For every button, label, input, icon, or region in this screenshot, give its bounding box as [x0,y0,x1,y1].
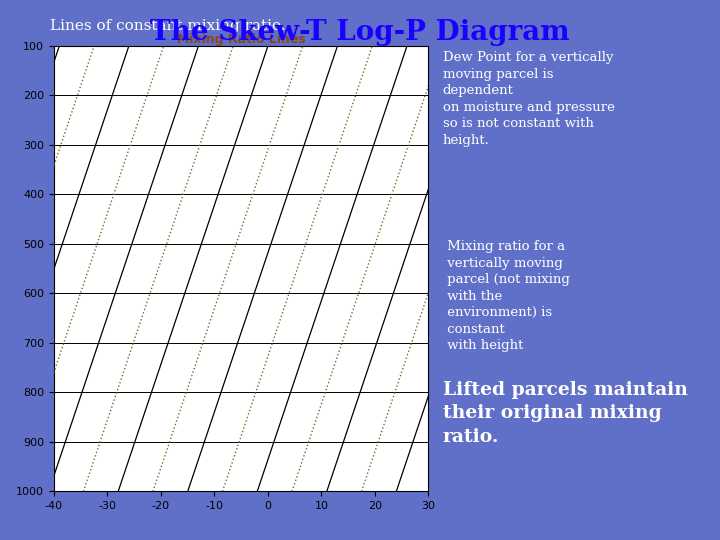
Text: Lines of constant mixing ratio.: Lines of constant mixing ratio. [50,19,286,33]
Text: The Skew-T Log-P Diagram: The Skew-T Log-P Diagram [150,19,570,46]
Text: Lifted parcels maintain
their original mixing
ratio.: Lifted parcels maintain their original m… [443,381,688,446]
Text: Dew Point for a vertically
moving parcel is
dependent
on moisture and pressure
s: Dew Point for a vertically moving parcel… [443,51,615,147]
Text: Mixing ratio for a
 vertically moving
 parcel (not mixing
 with the
 environment: Mixing ratio for a vertically moving par… [443,240,570,352]
Title: Mixing Ratio Lines: Mixing Ratio Lines [177,33,305,46]
